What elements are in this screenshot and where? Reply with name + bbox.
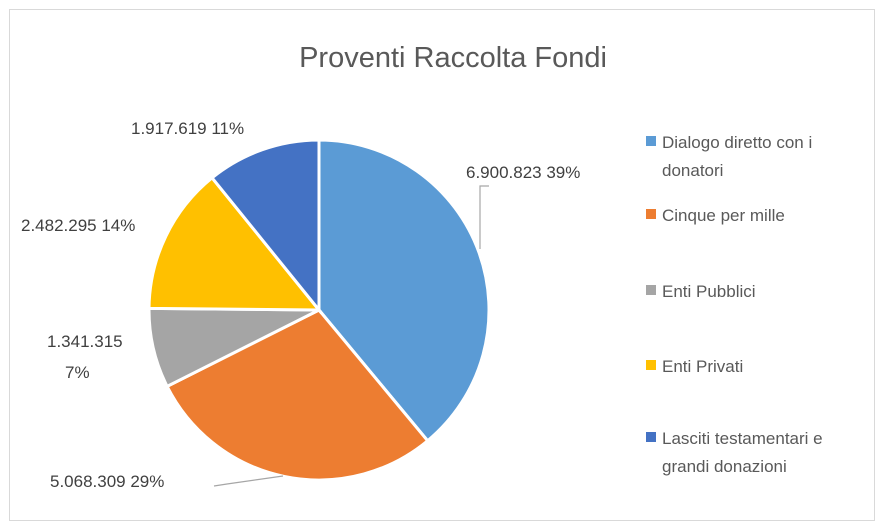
leader-line xyxy=(479,185,489,249)
data-label: 2.482.295 14% xyxy=(21,216,135,235)
legend-label: donatori xyxy=(662,161,723,180)
legend-swatch xyxy=(646,285,656,295)
data-label-value: 1.341.315 xyxy=(47,332,123,351)
data-label: 1.917.619 11% xyxy=(131,119,244,138)
data-labels: 6.900.823 39% 5.068.309 29% 1.341.315 7% 2.4… xyxy=(21,119,580,491)
pie-slice xyxy=(147,175,323,312)
leader-lines xyxy=(213,185,489,487)
data-label: 6.900.823 39% xyxy=(466,163,580,182)
pie-slices xyxy=(147,138,491,482)
legend-label: Cinque per mille xyxy=(662,206,785,225)
pie-slice xyxy=(209,138,321,315)
pie-slice xyxy=(165,308,430,482)
data-label: 5.068.309 29% xyxy=(50,472,164,491)
leader-line xyxy=(213,475,284,487)
legend-swatch xyxy=(646,209,656,219)
data-label-percent: 7% xyxy=(65,363,90,382)
chart-title: Proventi Raccolta Fondi xyxy=(299,42,607,74)
legend-label: Enti Privati xyxy=(662,357,743,376)
legend: Dialogo diretto con i donatori Cinque per … xyxy=(646,133,823,476)
legend-label: Enti Pubblici xyxy=(662,282,756,301)
legend-swatch xyxy=(646,432,656,442)
legend-label: Lasciti testamentari e xyxy=(662,429,823,448)
legend-label: grandi donazioni xyxy=(662,457,787,476)
legend-swatch xyxy=(646,136,656,146)
legend-label: Dialogo diretto con i xyxy=(662,133,812,152)
pie-slice xyxy=(317,138,491,443)
legend-swatch xyxy=(646,360,656,370)
